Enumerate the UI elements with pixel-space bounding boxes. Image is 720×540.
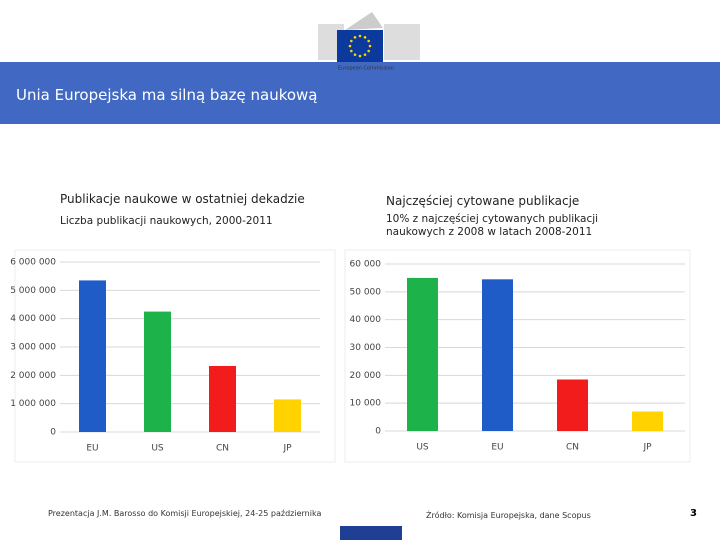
x-tick-label: EU [491, 443, 503, 453]
bar [482, 279, 513, 431]
y-tick-label: 30 000 [350, 343, 382, 353]
x-tick-label: US [416, 443, 429, 453]
header-title: Unia Europejska ma silną bazę naukową [16, 86, 318, 104]
x-tick-label: CN [566, 443, 579, 453]
footer-tab [340, 526, 402, 540]
flag-star [358, 54, 362, 58]
y-tick-label: 2 000 000 [10, 371, 56, 381]
flag-star [363, 36, 367, 39]
y-tick-label: 0 [375, 427, 381, 437]
footer-presentation: Prezentacja J.M. Barosso do Komisji Euro… [48, 509, 322, 518]
header-band [0, 62, 720, 124]
y-tick-label: 3 000 000 [10, 343, 56, 353]
chart-frame [344, 249, 691, 463]
page-number: 3 [690, 508, 697, 519]
bar [632, 411, 663, 431]
bar [274, 399, 301, 432]
y-tick-label: 0 [50, 428, 56, 438]
flag-star [358, 34, 362, 38]
chart-subtitle: 10% z najczęściej cytowanych publikacji … [386, 213, 599, 238]
flag-star [368, 44, 372, 48]
y-tick-label: 6 000 000 [10, 258, 56, 268]
chart-frame [14, 249, 336, 463]
flag-star [350, 39, 353, 43]
bar [209, 365, 236, 432]
x-tick-label: JP [642, 443, 652, 453]
x-tick-label: EU [86, 444, 98, 454]
footer-source: Źródło: Komisja Europejska, dane Scopus [426, 511, 591, 520]
bar [407, 277, 438, 431]
y-tick-label: 5 000 000 [10, 286, 56, 296]
x-tick-label: JP [282, 444, 292, 454]
x-tick-label: CN [216, 444, 229, 454]
y-tick-label: 10 000 [350, 399, 382, 409]
flag-star [363, 53, 367, 56]
flag-star [350, 49, 353, 53]
x-tick-label: US [151, 444, 164, 454]
bar [144, 311, 171, 432]
logo-text: European Commission [338, 66, 394, 72]
bar [79, 280, 106, 432]
y-tick-label: 40 000 [350, 315, 382, 325]
y-tick-label: 20 000 [350, 371, 382, 381]
flag-star [367, 49, 370, 53]
y-tick-label: 1 000 000 [10, 399, 56, 409]
chart-title: Najczęściej cytowane publikacje [386, 194, 580, 208]
y-tick-label: 50 000 [350, 287, 382, 297]
flag-star [348, 44, 352, 48]
flag-star [353, 36, 357, 39]
bar [557, 379, 588, 431]
flag-star [353, 53, 357, 56]
logo: European Commission [318, 12, 420, 72]
chart-title: Publikacje naukowe w ostatniej dekadzie [60, 192, 305, 206]
y-tick-label: 4 000 000 [10, 314, 56, 324]
chart-subtitle: Liczba publikacji naukowych, 2000-2011 [60, 215, 273, 227]
y-tick-label: 60 000 [350, 260, 382, 270]
flag-star [367, 39, 370, 43]
